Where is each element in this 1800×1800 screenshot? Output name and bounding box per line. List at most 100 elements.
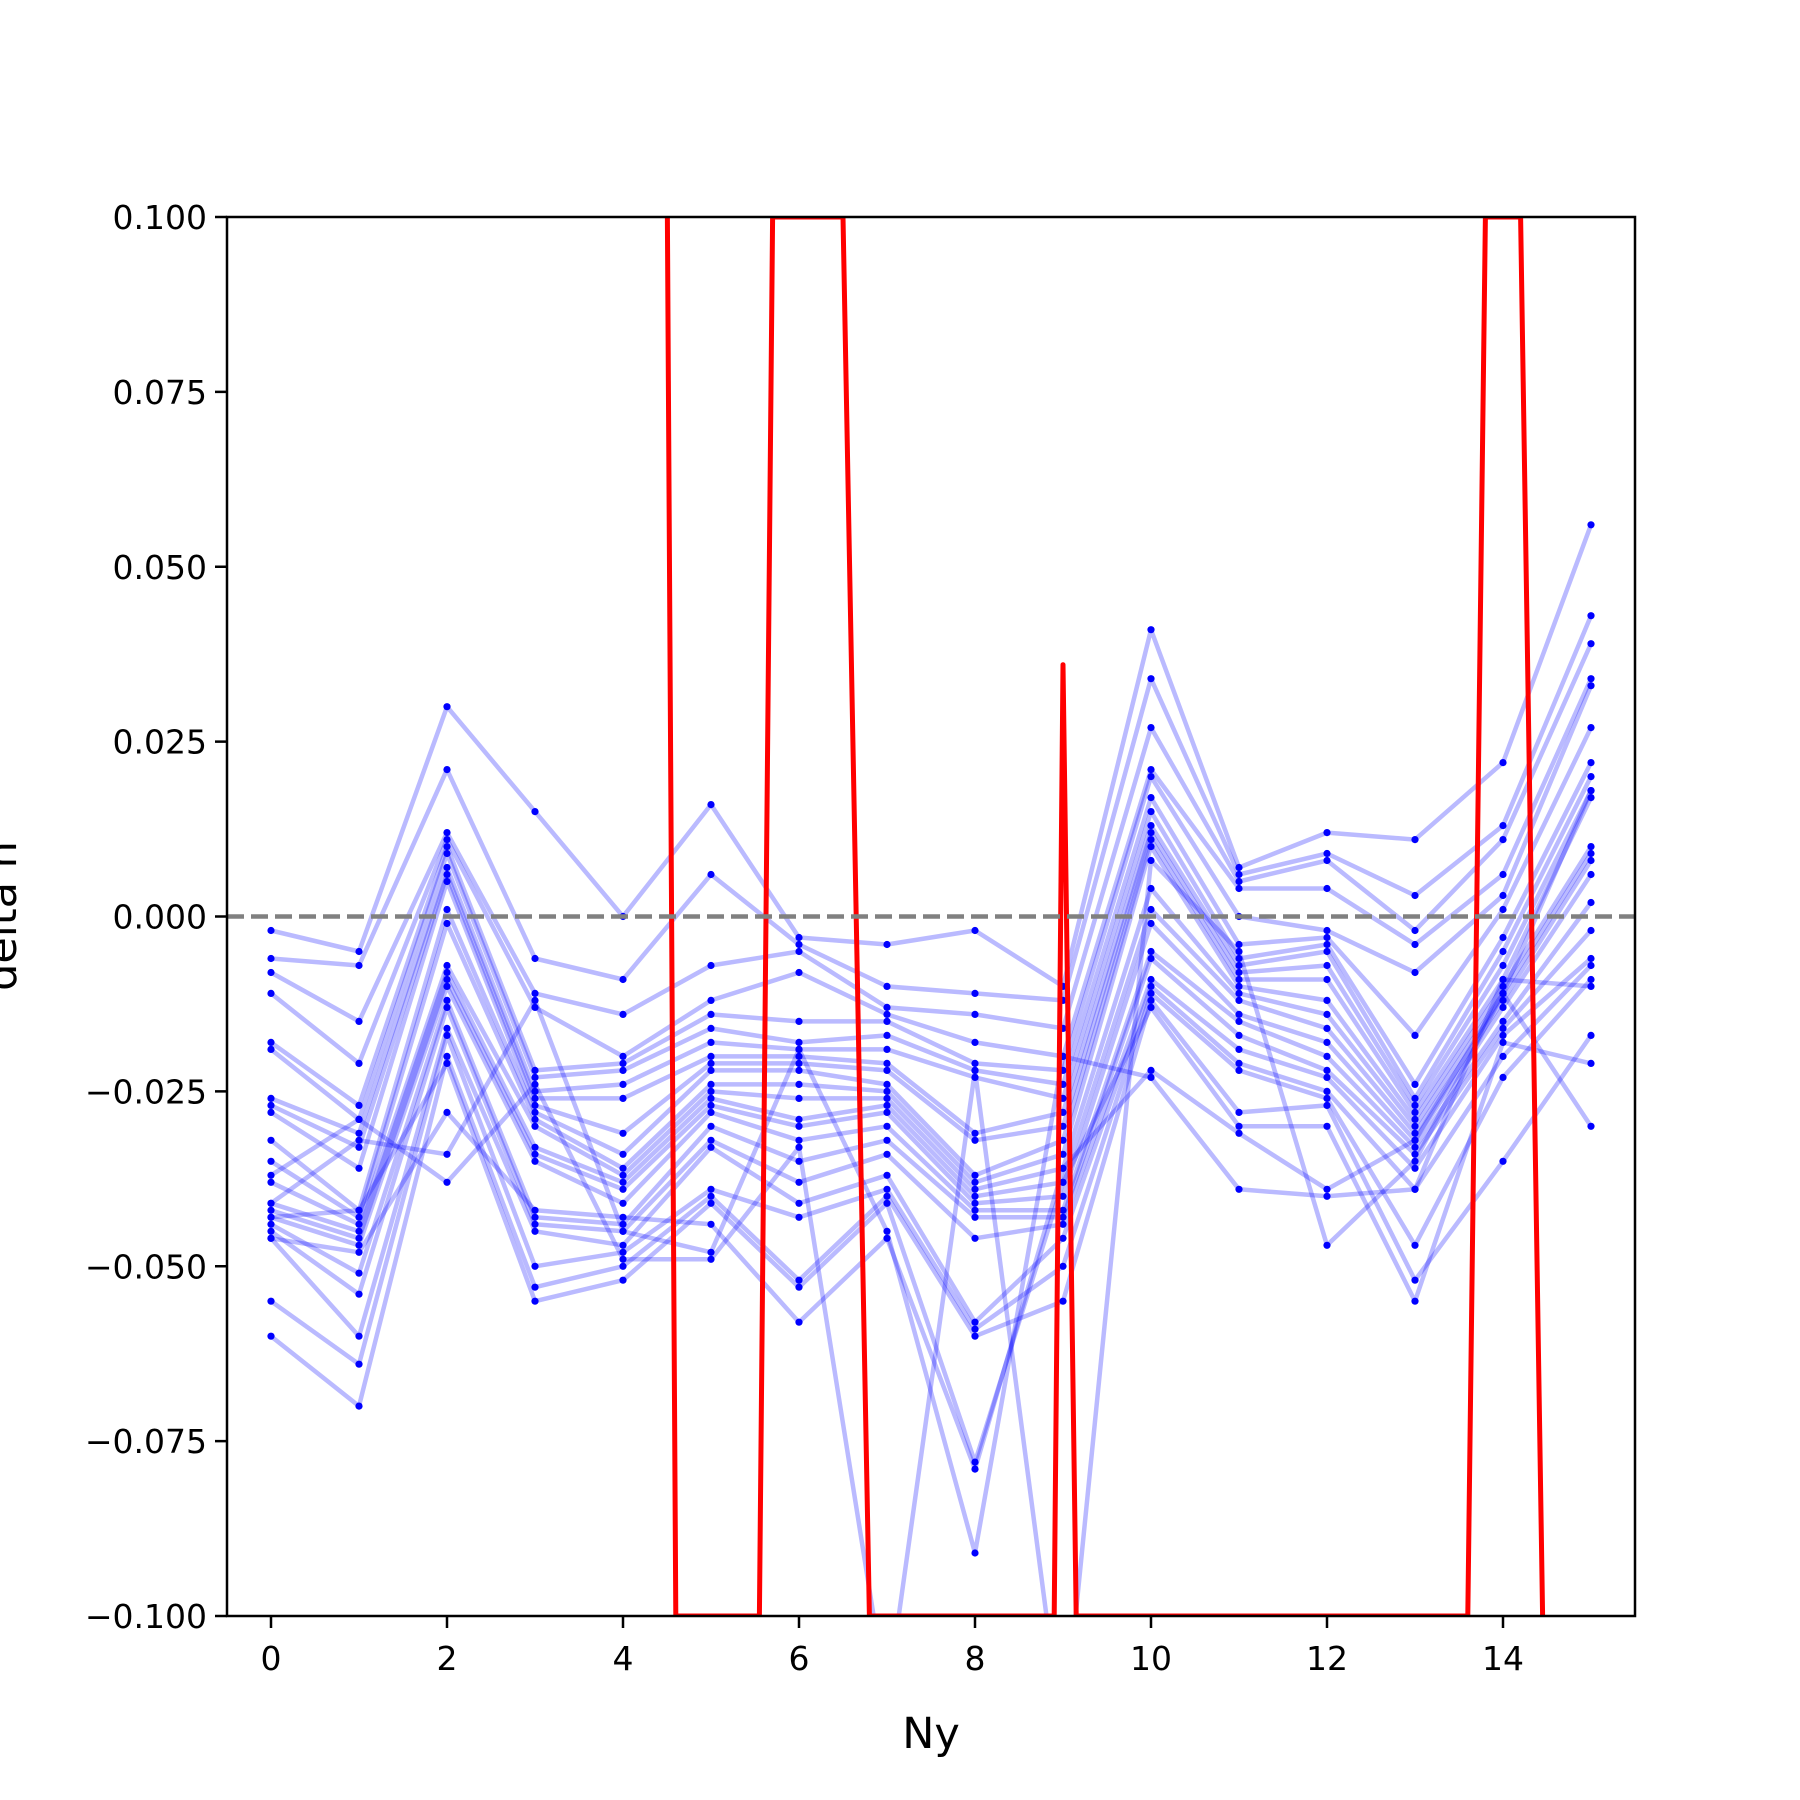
data-point <box>1499 905 1507 914</box>
data-point <box>707 1094 715 1102</box>
data-point <box>1499 982 1507 991</box>
y-tick-label: −0.050 <box>85 1247 207 1286</box>
data-point <box>1411 1164 1419 1172</box>
data-point <box>707 1255 715 1263</box>
data-point <box>1059 1297 1067 1305</box>
data-point <box>1411 1143 1419 1151</box>
data-point <box>619 1129 627 1137</box>
data-point <box>1587 759 1595 767</box>
data-point <box>1323 947 1331 956</box>
data-point <box>443 905 451 914</box>
data-point <box>267 1157 275 1165</box>
data-point <box>883 1087 891 1095</box>
data-point <box>531 1283 539 1291</box>
data-point <box>1411 1108 1419 1116</box>
data-point <box>267 1332 275 1340</box>
data-point <box>443 982 451 991</box>
data-point <box>619 1213 627 1221</box>
data-point <box>1147 843 1155 851</box>
data-point <box>443 877 451 886</box>
data-point <box>707 1087 715 1095</box>
data-point <box>795 968 803 977</box>
data-point <box>1235 1122 1243 1130</box>
series-line-17 <box>269 963 1593 1339</box>
data-point <box>355 1402 363 1410</box>
data-point <box>443 1108 451 1116</box>
data-point <box>1323 1122 1331 1130</box>
data-point <box>531 1206 539 1214</box>
series-line-9 <box>269 796 1594 1213</box>
data-point <box>971 1458 979 1466</box>
data-point <box>883 1171 891 1179</box>
data-point <box>619 1059 627 1067</box>
data-point <box>707 1038 715 1046</box>
data-point <box>619 1080 627 1088</box>
data-point <box>531 1003 539 1012</box>
series-line-2 <box>269 642 1594 1031</box>
data-point <box>971 1066 979 1074</box>
data-point <box>1059 1192 1067 1200</box>
data-point <box>1587 773 1595 781</box>
data-point <box>1499 961 1507 970</box>
data-point <box>1587 794 1595 802</box>
data-point <box>355 1136 363 1144</box>
y-axis: 0.100 0.075 0.050 0.025 0.000 −0.025 −0.050 −0.… <box>85 198 227 1636</box>
data-point <box>707 1143 715 1151</box>
x-tick-label: 4 <box>613 1639 634 1678</box>
data-point <box>1323 856 1331 865</box>
data-point <box>1587 724 1595 732</box>
data-point <box>531 1115 539 1123</box>
series-line-22 <box>269 977 1592 1556</box>
data-point <box>1235 1045 1243 1053</box>
data-point <box>619 1066 627 1074</box>
data-point <box>1323 940 1331 949</box>
data-point <box>355 961 363 970</box>
data-point <box>1499 1031 1507 1039</box>
data-point <box>1499 975 1507 984</box>
y-tick-label: 0.100 <box>113 198 207 237</box>
data-point <box>883 1031 891 1039</box>
data-point <box>267 1178 275 1186</box>
series-line-23 <box>269 789 1594 1616</box>
data-point <box>707 1248 715 1256</box>
data-point <box>883 1010 891 1019</box>
data-point <box>883 1101 891 1109</box>
data-point <box>971 1234 979 1242</box>
data-point <box>795 1059 803 1067</box>
data-point <box>883 1199 891 1207</box>
data-point <box>619 1241 627 1249</box>
data-point <box>1323 1087 1331 1095</box>
data-point <box>1499 989 1507 998</box>
data-point <box>1499 1073 1507 1081</box>
data-point <box>355 1234 363 1242</box>
data-point <box>883 1136 891 1144</box>
data-point <box>1147 829 1155 837</box>
data-point <box>1499 933 1507 942</box>
data-point <box>531 1122 539 1130</box>
data-point <box>1147 1073 1155 1081</box>
data-point <box>795 1080 803 1088</box>
data-point <box>707 1024 715 1032</box>
series-line-14 <box>270 901 1593 1248</box>
data-point <box>883 1150 891 1158</box>
data-point <box>531 1220 539 1228</box>
data-point <box>1411 1122 1419 1130</box>
data-point <box>883 1227 891 1235</box>
data-point <box>1323 884 1331 893</box>
series-line-21 <box>270 991 1593 1472</box>
data-point <box>267 1206 275 1214</box>
x-tick-label: 12 <box>1306 1639 1348 1678</box>
data-point <box>1587 521 1595 529</box>
data-point <box>531 1297 539 1305</box>
data-point <box>1059 1178 1067 1186</box>
data-point <box>619 1220 627 1228</box>
data-point <box>883 982 891 991</box>
data-point <box>531 1157 539 1165</box>
data-point <box>1235 968 1243 977</box>
data-point <box>1147 773 1155 781</box>
data-point <box>355 1241 363 1249</box>
data-point <box>883 1122 891 1130</box>
data-point <box>619 1178 627 1186</box>
data-point <box>355 1213 363 1221</box>
data-point <box>883 1108 891 1116</box>
